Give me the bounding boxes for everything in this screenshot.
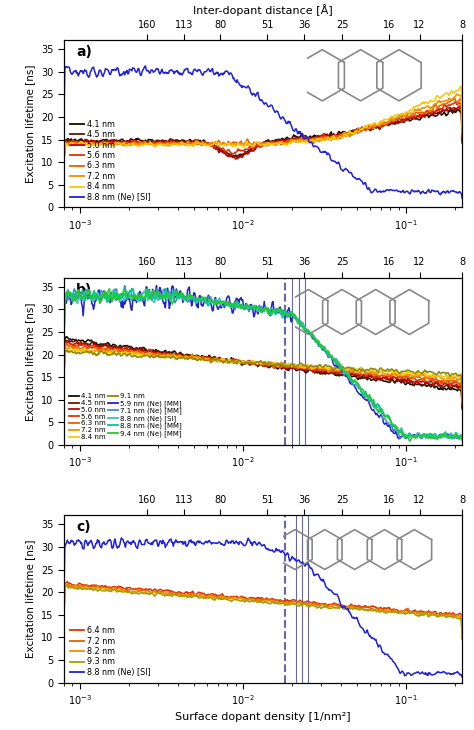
Legend: 4.1 nm, 4.5 nm, 5.0 nm, 5.6 nm, 6.3 nm, 7.2 nm, 8.4 nm, 9.1 nm, 5.9 nm (Ne) [MM]: 4.1 nm, 4.5 nm, 5.0 nm, 5.6 nm, 6.3 nm, …: [67, 392, 183, 442]
Legend: 4.1 nm, 4.5 nm, 5.0 nm, 5.6 nm, 6.3 nm, 7.2 nm, 8.4 nm, 8.8 nm (Ne) [SI]: 4.1 nm, 4.5 nm, 5.0 nm, 5.6 nm, 6.3 nm, …: [68, 118, 153, 204]
Text: c): c): [76, 520, 91, 534]
Y-axis label: Excitation lifetime [ns]: Excitation lifetime [ns]: [26, 539, 36, 658]
Text: a): a): [76, 45, 92, 59]
X-axis label: Inter-dopant distance [Å]: Inter-dopant distance [Å]: [193, 4, 333, 16]
Y-axis label: Excitation lifetime [ns]: Excitation lifetime [ns]: [26, 64, 36, 183]
X-axis label: Surface dopant density [1/nm²]: Surface dopant density [1/nm²]: [175, 712, 351, 722]
Text: b): b): [76, 283, 92, 296]
Legend: 6.4 nm, 7.2 nm, 8.2 nm, 9.3 nm, 8.8 nm (Ne) [SI]: 6.4 nm, 7.2 nm, 8.2 nm, 9.3 nm, 8.8 nm (…: [68, 624, 153, 678]
Y-axis label: Excitation lifetime [ns]: Excitation lifetime [ns]: [26, 302, 36, 420]
